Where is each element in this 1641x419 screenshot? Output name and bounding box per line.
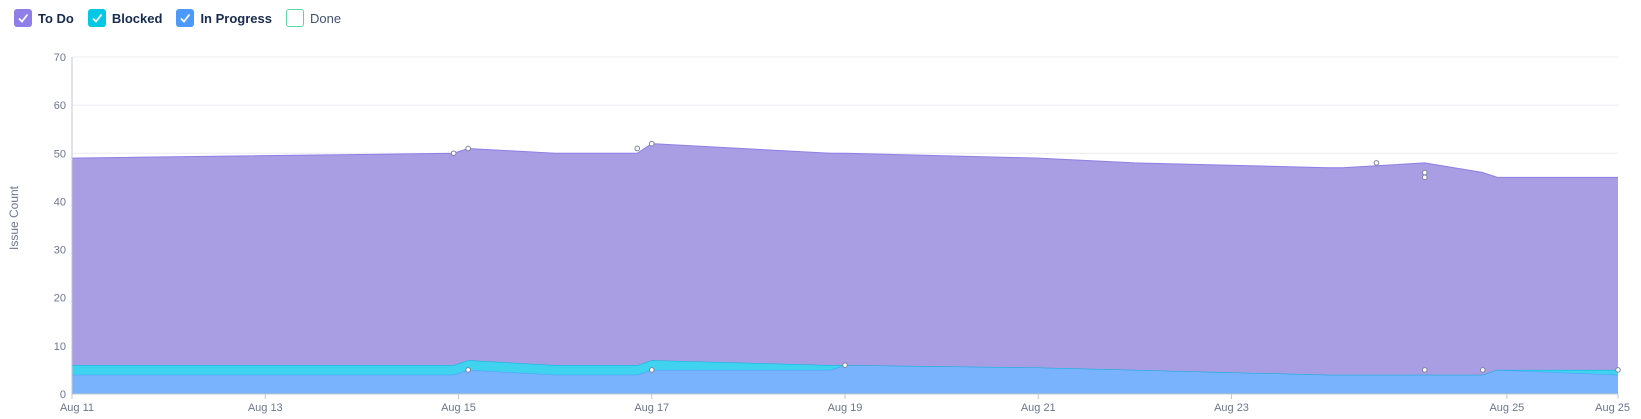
data-point-marker[interactable] <box>648 367 655 373</box>
area-to-do[interactable] <box>72 143 1618 375</box>
y-tick-label: 20 <box>54 293 66 305</box>
data-point-marker[interactable] <box>465 145 471 152</box>
x-tick-label: Aug 25 <box>1595 402 1630 414</box>
data-point-marker[interactable] <box>450 150 457 157</box>
data-point-marker[interactable] <box>1615 367 1621 373</box>
legend-item-to-do[interactable]: To Do <box>14 9 74 27</box>
x-tick-label: Aug 11 <box>60 402 94 414</box>
y-tick-label: 10 <box>54 341 66 353</box>
x-tick-label: Aug 25 <box>1489 402 1524 414</box>
x-tick-label: Aug 15 <box>441 402 476 414</box>
y-tick-label: 60 <box>54 100 66 112</box>
data-point-marker[interactable] <box>634 145 641 152</box>
checkbox-unchecked-icon[interactable] <box>285 9 304 27</box>
data-point-marker[interactable] <box>648 140 655 147</box>
legend-label: In Progress <box>200 10 272 26</box>
legend-item-in-progress[interactable]: In Progress <box>176 9 272 27</box>
chart-legend: To Do Blocked In Progress Done <box>14 9 341 27</box>
checkbox-checked-icon[interactable] <box>87 9 106 27</box>
x-tick-label: Aug 13 <box>248 402 283 414</box>
y-tick-label: 70 <box>54 52 66 64</box>
legend-item-blocked[interactable]: Blocked <box>87 9 163 27</box>
data-point-marker[interactable] <box>1479 367 1486 373</box>
data-point-marker[interactable] <box>1373 160 1380 166</box>
data-point-marker[interactable] <box>1421 174 1428 181</box>
legend-item-done[interactable]: Done <box>285 9 342 27</box>
y-tick-label: 50 <box>54 148 66 160</box>
x-tick-label: Aug 17 <box>634 402 669 414</box>
y-axis-label: Issue Count <box>7 185 21 250</box>
x-tick-label: Aug 23 <box>1214 402 1249 414</box>
data-point-marker[interactable] <box>465 367 471 373</box>
legend-label: To Do <box>38 10 74 26</box>
data-point-marker[interactable] <box>1421 367 1428 373</box>
stacked-areas <box>71 143 1619 394</box>
checkbox-checked-icon[interactable] <box>14 9 32 27</box>
data-point-marker[interactable] <box>1421 169 1428 176</box>
y-tick-label: 0 <box>60 389 66 401</box>
data-point-marker[interactable] <box>842 362 848 368</box>
x-tick-label: Aug 21 <box>1021 402 1056 414</box>
y-tick-label: 30 <box>54 245 66 257</box>
series-line-to-do <box>71 143 1618 178</box>
y-tick-label: 40 <box>54 196 66 208</box>
checkbox-checked-icon[interactable] <box>176 9 195 27</box>
legend-label: Blocked <box>111 10 163 26</box>
legend-label: Done <box>309 10 342 26</box>
x-tick-label: Aug 19 <box>828 402 863 414</box>
axes: 0 10 20 30 40 50 60 70 Aug 11 Aug 13 Aug 15 Aug 17 A… <box>54 52 1630 414</box>
data-markers <box>450 140 1621 373</box>
